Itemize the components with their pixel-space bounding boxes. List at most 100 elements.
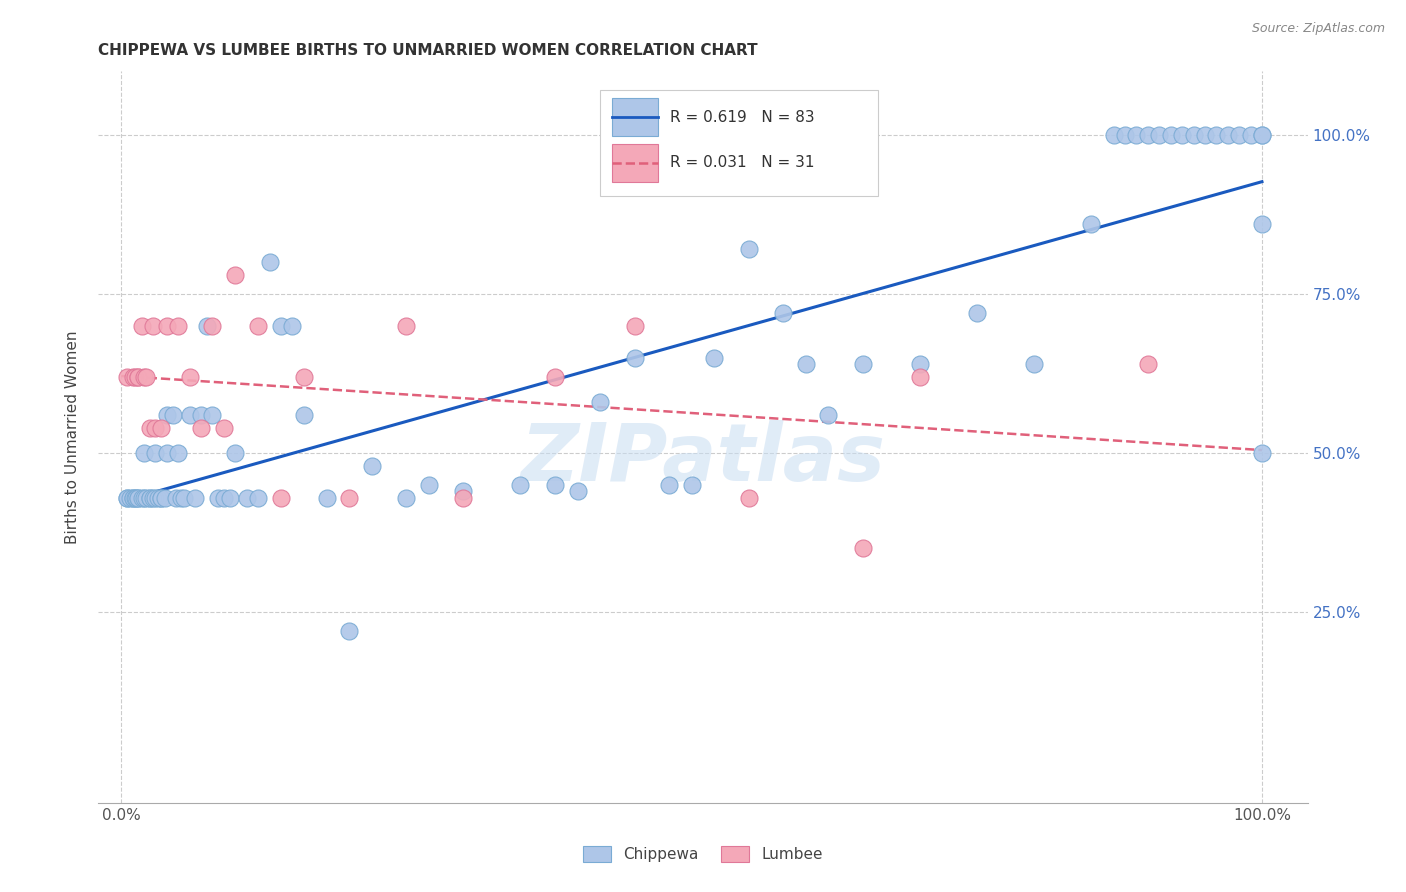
Point [156,446,179,460]
Point [150,491,173,505]
Point [681,477,703,491]
Point [146,491,169,505]
Point [418,477,440,491]
Point [509,477,531,491]
Point [150,420,173,434]
Y-axis label: Births to Unmarried Women: Births to Unmarried Women [65,330,80,544]
Point [544,477,567,491]
Point [156,318,179,333]
Point [1227,128,1250,142]
Text: Source: ZipAtlas.com: Source: ZipAtlas.com [1251,22,1385,36]
Point [247,491,270,505]
Point [1251,128,1274,142]
Point [589,395,612,409]
Point [173,491,195,505]
Point [224,268,246,282]
Point [1149,128,1171,142]
Point [270,318,292,333]
Point [165,491,187,505]
Point [395,318,418,333]
Point [167,446,190,460]
Point [1022,357,1045,371]
Text: R = 0.031   N = 31: R = 0.031 N = 31 [671,155,815,170]
Point [121,369,143,384]
Bar [613,98,658,136]
Point [179,408,201,422]
Text: CHIPPEWA VS LUMBEE BIRTHS TO UNMARRIED WOMEN CORRELATION CHART: CHIPPEWA VS LUMBEE BIRTHS TO UNMARRIED W… [98,43,758,58]
Point [1136,128,1159,142]
Point [124,369,146,384]
Point [817,408,839,422]
Point [142,318,165,333]
Point [361,458,384,473]
Point [201,318,224,333]
Point [259,255,281,269]
Point [127,369,149,384]
Point [966,306,988,320]
Point [794,357,817,371]
Point [703,351,725,365]
Point [281,318,304,333]
Point [852,541,875,556]
Point [1114,128,1136,142]
Point [201,408,224,422]
Point [453,491,475,505]
Point [337,491,360,505]
Point [1182,128,1205,142]
Point [737,243,759,257]
Point [1251,446,1274,460]
Point [115,491,138,505]
Point [224,446,246,460]
Point [132,491,155,505]
Point [207,491,229,505]
Point [292,369,315,384]
Point [218,491,240,505]
Point [315,491,337,505]
Point [623,318,645,333]
FancyBboxPatch shape [600,90,879,195]
Point [131,491,153,505]
Point [567,484,589,499]
Text: R = 0.619   N = 83: R = 0.619 N = 83 [671,110,815,125]
Point [167,318,190,333]
Point [150,491,173,505]
Point [544,369,567,384]
Point [121,491,143,505]
Point [145,420,167,434]
Point [1251,217,1274,231]
Point [169,491,191,505]
Point [212,420,235,434]
Point [1102,128,1125,142]
Point [132,369,155,384]
Point [337,624,360,638]
Point [127,369,149,384]
Point [1194,128,1216,142]
Point [142,491,165,505]
Point [127,491,149,505]
Point [270,491,292,505]
Point [190,420,212,434]
Point [395,491,418,505]
Point [1080,217,1102,231]
Point [908,369,931,384]
Point [235,491,257,505]
Point [120,491,142,505]
Point [658,477,681,491]
Point [127,491,149,505]
Point [139,420,162,434]
Text: ZIPatlas: ZIPatlas [520,420,886,498]
Point [212,491,235,505]
Point [135,491,157,505]
Point [145,446,167,460]
Point [737,491,759,505]
Point [1205,128,1227,142]
Point [852,357,875,371]
Point [121,491,143,505]
Point [195,318,218,333]
Point [156,408,179,422]
Point [772,306,794,320]
Point [124,491,146,505]
Point [179,369,201,384]
Point [1239,128,1261,142]
Point [184,491,207,505]
